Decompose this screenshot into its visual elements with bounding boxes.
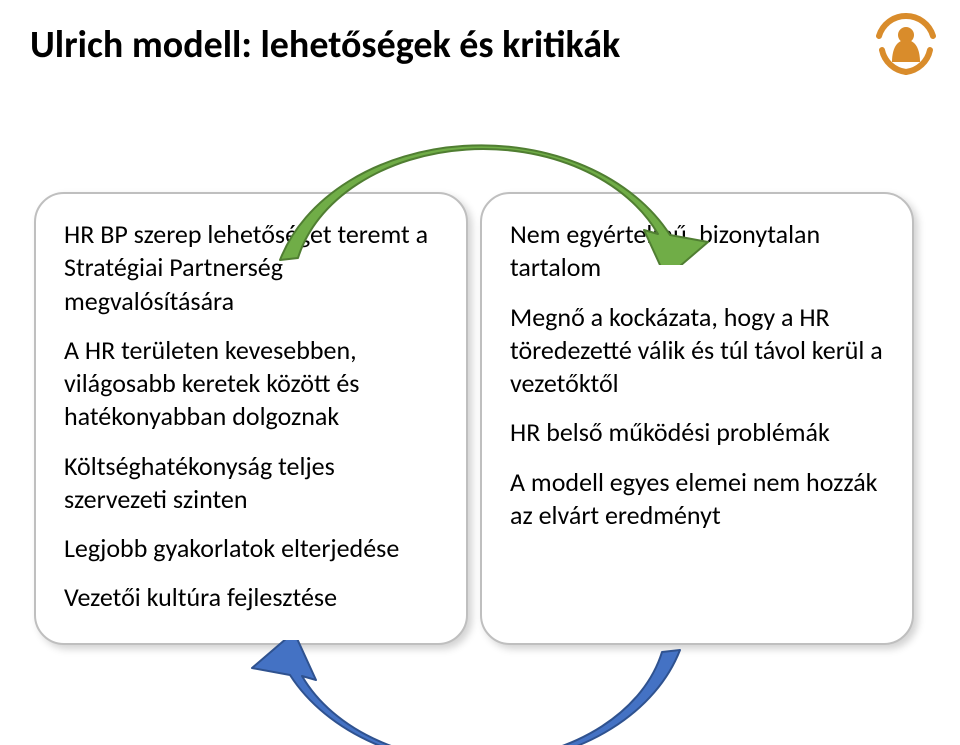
page-title: Ulrich modell: lehetőségek és kritikák <box>30 22 620 68</box>
list-item: A modell egyes elemei nem hozzák az elvá… <box>510 466 886 533</box>
list-item: Megnő a kockázata, hogy a HR töredezetté… <box>510 301 886 401</box>
ulrich-diagram: HR BP szerep lehetőséget teremt a Straté… <box>0 90 960 730</box>
brand-logo-icon <box>872 10 940 78</box>
arrow-top-icon <box>240 90 720 265</box>
list-item: Legjobb gyakorlatok elterjedése <box>64 532 440 565</box>
list-item: Vezetői kultúra fejlesztése <box>64 581 440 614</box>
list-item: A HR területen kevesebben, világosabb ke… <box>64 334 440 434</box>
list-item: HR belső működési problémák <box>510 416 886 449</box>
arrow-bottom-icon <box>240 640 720 745</box>
list-item: Költséghatékonyság teljes szervezeti szi… <box>64 450 440 517</box>
